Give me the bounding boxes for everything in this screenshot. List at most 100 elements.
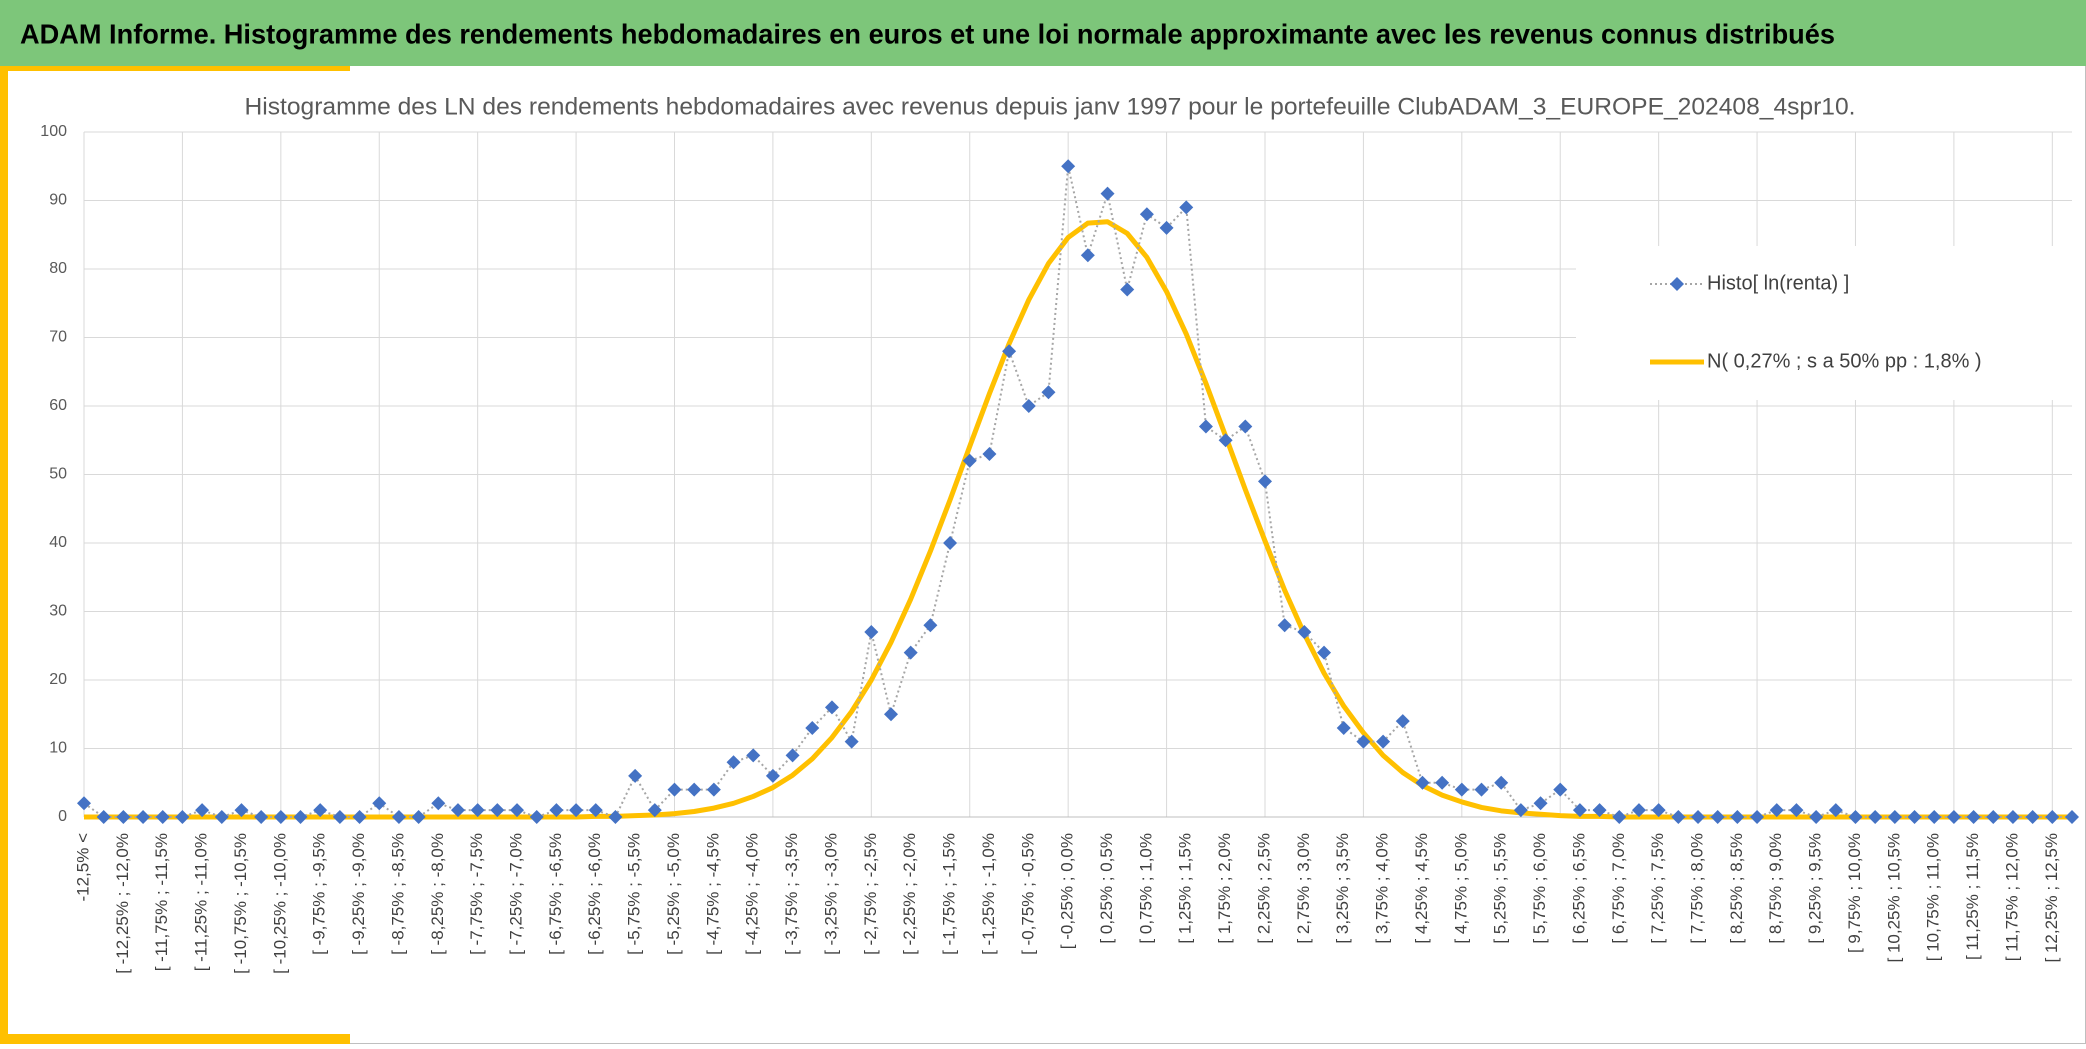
data-point bbox=[844, 734, 859, 749]
data-point bbox=[1139, 207, 1154, 222]
x-tick-label: [ 8,75% ; 9,0% bbox=[1766, 833, 1785, 944]
x-tick-label: [ -0,75% ; -0,5% bbox=[1018, 833, 1037, 955]
x-tick-label: [ -1,25% ; -1,0% bbox=[979, 833, 998, 955]
y-tick-label: 50 bbox=[49, 466, 67, 483]
data-point bbox=[1021, 399, 1036, 413]
x-tick-label: [ 0,25% ; 0,5% bbox=[1097, 833, 1116, 944]
x-tick-label: [ -11,25% ; -11,0% bbox=[192, 833, 211, 971]
x-tick-label: [ -4,75% ; -4,5% bbox=[703, 833, 722, 955]
x-tick-label: [ 6,25% ; 6,5% bbox=[1569, 833, 1588, 944]
data-point bbox=[962, 453, 977, 468]
data-point bbox=[549, 803, 564, 818]
data-point bbox=[1317, 645, 1332, 660]
data-point bbox=[372, 796, 387, 811]
x-tick-label: [ -5,75% ; -5,5% bbox=[625, 833, 644, 955]
x-tick-label: [ 3,25% ; 3,5% bbox=[1333, 833, 1352, 944]
data-point bbox=[293, 810, 308, 824]
y-tick-label: 100 bbox=[40, 123, 67, 140]
y-tick-label: 80 bbox=[49, 260, 67, 277]
data-point bbox=[746, 748, 761, 763]
header-bar bbox=[0, 0, 2086, 66]
data-point bbox=[1868, 810, 1883, 824]
accent bbox=[0, 1034, 350, 1044]
y-tick-label: 20 bbox=[49, 671, 67, 688]
y-tick-label: 40 bbox=[49, 534, 67, 551]
x-tick-label: [ -0,25% ; 0,0% bbox=[1058, 833, 1077, 949]
data-point bbox=[1848, 810, 1863, 824]
y-tick-label: 10 bbox=[49, 740, 67, 757]
data-point bbox=[391, 810, 406, 824]
data-point bbox=[431, 796, 446, 811]
data-point bbox=[2025, 810, 2040, 824]
data-point bbox=[1769, 803, 1784, 818]
x-tick-label: [ -4,25% ; -4,0% bbox=[743, 833, 762, 955]
data-point bbox=[1691, 810, 1706, 824]
data-point bbox=[1533, 796, 1548, 811]
data-point bbox=[1474, 782, 1489, 797]
data-point bbox=[1257, 474, 1272, 489]
y-tick-label: 0 bbox=[58, 808, 67, 825]
x-tick-label: [ 8,25% ; 8,5% bbox=[1727, 833, 1746, 944]
data-point bbox=[1612, 810, 1627, 824]
data-point bbox=[1513, 803, 1528, 818]
data-point bbox=[1041, 385, 1056, 400]
data-point bbox=[1966, 810, 1981, 824]
x-tick-label: [ 11,25% ; 11,5% bbox=[1963, 833, 1982, 960]
data-point bbox=[1218, 433, 1233, 448]
data-point bbox=[1750, 810, 1765, 824]
x-tick-label: [ 5,25% ; 5,5% bbox=[1491, 833, 1510, 944]
legend-label: Histo[ ln(renta) ] bbox=[1707, 272, 1849, 294]
data-point bbox=[1002, 344, 1017, 359]
data-point bbox=[1828, 803, 1843, 818]
data-point bbox=[450, 803, 465, 818]
data-point bbox=[1336, 720, 1351, 735]
data-point bbox=[2065, 810, 2079, 824]
data-point bbox=[1100, 186, 1115, 201]
accent bbox=[0, 66, 8, 1044]
y-tick-label: 70 bbox=[49, 329, 67, 346]
data-point bbox=[1277, 618, 1292, 633]
data-point bbox=[175, 810, 190, 824]
data-point bbox=[313, 803, 328, 818]
data-point bbox=[1120, 282, 1135, 297]
x-tick-label: [ 6,75% ; 7,0% bbox=[1609, 833, 1628, 944]
x-tick-label: [ 1,75% ; 2,0% bbox=[1215, 833, 1234, 944]
data-point bbox=[1435, 775, 1450, 790]
x-tick-label: [ -10,25% ; -10,0% bbox=[270, 833, 289, 974]
x-tick-label: [ -2,75% ; -2,5% bbox=[861, 833, 880, 955]
data-point bbox=[1651, 803, 1666, 818]
data-point bbox=[411, 810, 426, 824]
data-point bbox=[1356, 734, 1371, 749]
data-point bbox=[687, 782, 702, 797]
data-point bbox=[1395, 714, 1410, 729]
data-point bbox=[234, 803, 249, 818]
data-point bbox=[195, 803, 210, 818]
data-point bbox=[765, 768, 780, 783]
data-point bbox=[1986, 810, 2001, 824]
data-point bbox=[982, 446, 997, 461]
x-tick-label: [ 9,25% ; 9,5% bbox=[1806, 833, 1825, 944]
x-tick-label: [ -7,25% ; -7,0% bbox=[507, 833, 526, 955]
x-tick-label: [ 7,25% ; 7,5% bbox=[1648, 833, 1667, 944]
data-point bbox=[1553, 782, 1568, 797]
data-point bbox=[1198, 419, 1213, 434]
data-point bbox=[1415, 775, 1430, 790]
data-point bbox=[706, 782, 721, 797]
x-tick-label: [ -3,25% ; -3,0% bbox=[821, 833, 840, 955]
legend-swatch bbox=[1670, 277, 1684, 291]
data-point bbox=[884, 707, 899, 722]
x-tick-label: [ 4,25% ; 4,5% bbox=[1412, 833, 1431, 944]
x-tick-label: [ 5,75% ; 6,0% bbox=[1530, 833, 1549, 944]
x-tick-label: [ -5,25% ; -5,0% bbox=[664, 833, 683, 955]
data-point bbox=[1080, 248, 1095, 263]
data-point bbox=[1710, 810, 1725, 824]
data-point bbox=[1809, 810, 1824, 824]
data-point bbox=[155, 810, 170, 824]
data-point bbox=[1159, 220, 1174, 235]
data-point bbox=[254, 810, 269, 824]
data-point bbox=[1494, 775, 1509, 790]
data-point bbox=[569, 803, 584, 818]
data-point bbox=[1907, 810, 1922, 824]
data-point bbox=[352, 810, 367, 824]
